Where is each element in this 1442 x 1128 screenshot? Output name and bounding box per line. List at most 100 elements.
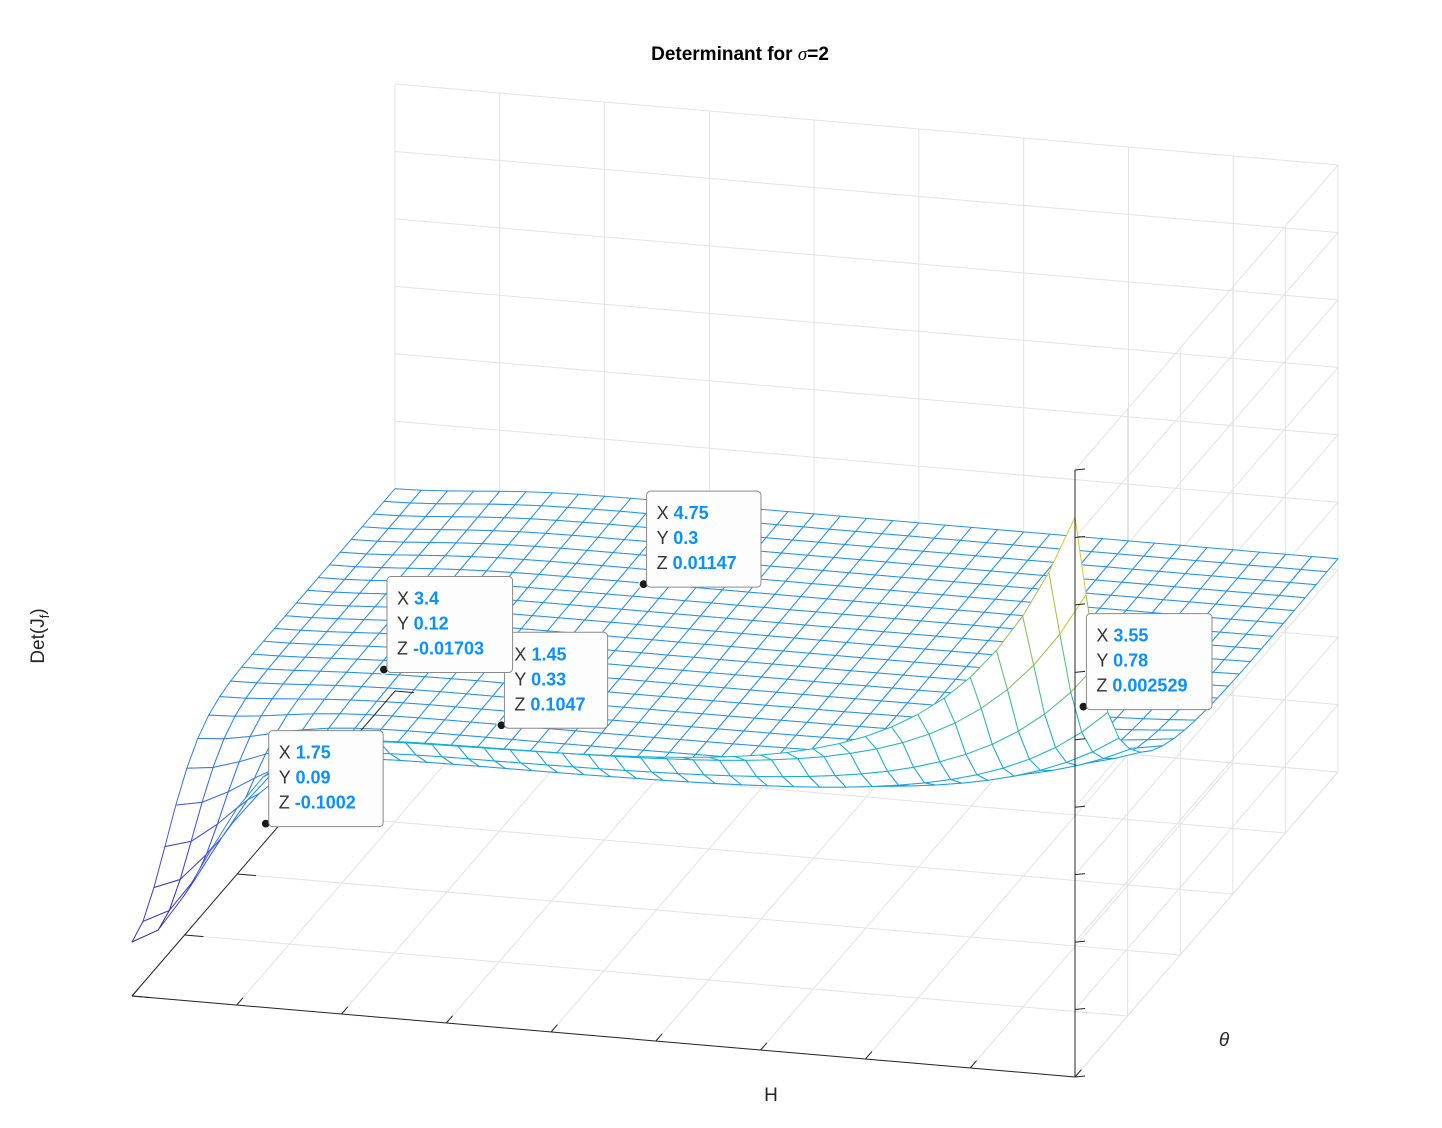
grid-line	[1074, 771, 1339, 1078]
datatip-y-value: 0.09	[295, 768, 330, 788]
datatip-box	[386, 576, 514, 674]
z-tick-mark	[1074, 1075, 1086, 1078]
datatip-x-line: X 4.75	[657, 503, 709, 523]
datatip-x-key: X	[397, 589, 414, 609]
datatip-y-line: Y 0.78	[1096, 651, 1148, 671]
grid-line	[289, 812, 1233, 895]
z-tick-mark	[1074, 468, 1086, 471]
datatip-x-key: X	[1096, 626, 1113, 646]
datatip-y-key: Y	[514, 669, 531, 689]
grid-line	[969, 762, 1234, 1069]
grid-line	[184, 934, 1128, 1017]
datatip-x-value: 4.75	[674, 503, 709, 523]
datatip-x-line: X 3.55	[1096, 626, 1148, 646]
datatip-z-key: Z	[514, 694, 530, 714]
datatip-z-line: Z -0.1002	[279, 793, 356, 813]
grid-line	[1074, 232, 1339, 538]
x-axis-label: H	[764, 1085, 778, 1106]
datatip-z-value: 0.1047	[530, 694, 585, 714]
datatip-z-key: Z	[1096, 676, 1112, 696]
grid-line	[394, 150, 1339, 233]
datatip-x-value: 3.55	[1113, 626, 1148, 646]
datatip-z-line: Z 0.1047	[514, 694, 585, 714]
x-tick-mark	[760, 1042, 768, 1051]
datatip-y-value: 0.78	[1113, 651, 1148, 671]
datatip[interactable]: X 3.4 Y 0.12 Z -0.01703	[378, 576, 514, 675]
surface-face	[131, 910, 170, 943]
z-tick-mark	[1074, 670, 1086, 673]
datatip-x-key: X	[657, 503, 674, 523]
datatip-y-value: 0.3	[673, 528, 698, 548]
grid-line	[394, 353, 1339, 436]
datatip-box	[646, 490, 762, 588]
y-tick-mark	[184, 934, 204, 938]
datatip-box	[503, 631, 609, 729]
datatip-z-key: Z	[657, 553, 673, 573]
datatip-z-key: Z	[279, 793, 295, 813]
datatip-z-line: Z -0.01703	[397, 639, 484, 659]
datatip-z-value: 0.002529	[1112, 676, 1187, 696]
y-tick-mark	[394, 690, 414, 694]
grid-line	[1074, 164, 1339, 471]
datatip-y-key: Y	[657, 528, 674, 548]
datatip-y-key: Y	[279, 768, 296, 788]
grid-line	[865, 753, 1129, 1060]
datatip[interactable]: X 1.75Y 0.09Z -0.1002	[260, 730, 384, 829]
x-tick-mark	[131, 988, 139, 997]
datatip-z-value: 0.01147	[673, 553, 737, 573]
datatip-x-key: X	[279, 743, 296, 763]
datatip-y-value: 0.12	[414, 614, 449, 634]
datatip-x-value: 3.4	[414, 589, 439, 609]
z-tick-mark	[1074, 738, 1086, 741]
datatip-y-line: Y 0.09	[279, 768, 331, 788]
x-tick-mark	[445, 1015, 454, 1024]
datatip-z-key: Z	[397, 639, 413, 659]
y-axis-label: θ	[1219, 1030, 1230, 1051]
x-tick-mark	[1074, 1069, 1082, 1078]
datatip-x-value: 1.75	[296, 743, 331, 763]
x-tick-mark	[550, 1024, 558, 1033]
datatip-box	[1085, 613, 1213, 711]
datatip-box	[268, 730, 384, 828]
datatip-y-line: Y 0.12	[397, 614, 449, 634]
z-tick-mark	[1074, 603, 1086, 606]
datatip-x-value: 1.45	[531, 644, 566, 664]
grid-line	[237, 873, 1181, 956]
grid-line	[394, 83, 1339, 166]
grid-line	[394, 420, 1339, 503]
datatip-y-key: Y	[1096, 651, 1113, 671]
grid-line	[394, 285, 1339, 368]
datatip-x-key: X	[514, 644, 531, 664]
x-tick-mark	[969, 1060, 977, 1069]
x-tick-mark	[341, 1006, 349, 1015]
z-tick-mark	[1074, 1008, 1086, 1011]
datatip-x-line: X 1.45	[514, 644, 566, 664]
grid-line	[1074, 636, 1339, 943]
datatip[interactable]: X 4.75Y 0.3Z 0.01147	[638, 490, 762, 590]
datatip[interactable]: X 1.45Y 0.33Z 0.1047	[496, 631, 609, 731]
datatip-x-line: X 1.75	[279, 743, 331, 763]
z-tick-mark	[1074, 535, 1086, 538]
x-axis-line	[131, 995, 1076, 1078]
grid-line	[1074, 704, 1339, 1010]
datatip-y-value: 0.33	[531, 669, 566, 689]
z-tick-mark	[1074, 873, 1086, 876]
z-tick-mark	[1074, 940, 1086, 943]
x-tick-mark	[865, 1051, 873, 1060]
grid-line	[760, 744, 1025, 1051]
y-tick-mark	[131, 995, 151, 999]
chart-title: Determinant for σ=2	[651, 44, 829, 65]
datatip-z-line: Z 0.01147	[657, 553, 737, 573]
z-tick-mark	[1074, 805, 1086, 808]
grid-line	[394, 218, 1339, 301]
datatip-y-line: Y 0.33	[514, 669, 566, 689]
z-axis-label: Det(Jf)	[28, 608, 52, 663]
datatip-y-line: Y 0.3	[657, 528, 699, 548]
datatip-z-value: -0.1002	[295, 793, 356, 813]
x-tick-mark	[655, 1033, 663, 1042]
datatip[interactable]: X 3.55Y 0.78Z 0.002529	[1078, 613, 1213, 712]
datatip-z-line: Z 0.002529	[1096, 676, 1187, 696]
grid-line	[1074, 569, 1339, 875]
